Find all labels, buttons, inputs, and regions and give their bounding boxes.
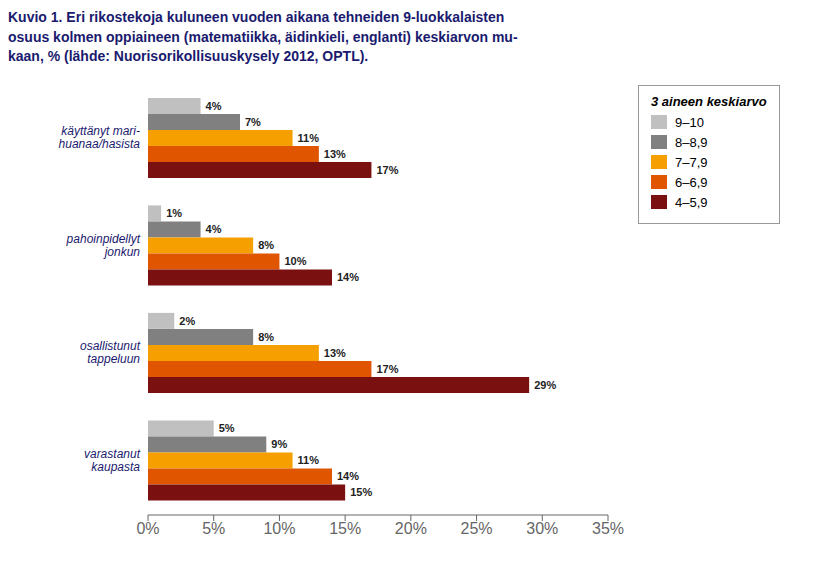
- svg-text:8%: 8%: [258, 331, 274, 343]
- svg-text:5%: 5%: [219, 422, 235, 434]
- html-text:3 aineen keskiarvo: 3 aineen keskiarvo: [651, 93, 767, 109]
- svg-text:8%: 8%: [258, 239, 274, 251]
- svg-text:10%: 10%: [263, 520, 295, 537]
- svg-text:5%: 5%: [202, 520, 225, 537]
- html-text:7–7,9: 7–7,9: [675, 154, 708, 170]
- svg-text:0%: 0%: [136, 520, 159, 537]
- svg-text:11%: 11%: [298, 132, 320, 144]
- svg-text:4%: 4%: [206, 100, 222, 112]
- svg-text:11%: 11%: [298, 454, 320, 466]
- html-text:9–10: 9–10: [675, 114, 704, 130]
- svg-text:17%: 17%: [376, 363, 398, 375]
- svg-text:1%: 1%: [166, 207, 182, 219]
- svg-text:9%: 9%: [271, 438, 287, 450]
- html-text:Kuvio 1. Eri rikostekoja kulun: Kuvio 1. Eri rikostekoja kuluneen vuoden…: [8, 9, 505, 25]
- svg-text:10%: 10%: [284, 255, 306, 267]
- svg-text:29%: 29%: [534, 379, 556, 391]
- svg-text:15%: 15%: [329, 520, 361, 537]
- html-text:8–8,9: 8–8,9: [675, 134, 708, 150]
- html-text:osuus kolmen oppiaineen (matem: osuus kolmen oppiaineen (matematiikka, ä…: [8, 28, 518, 45]
- svg-text:14%: 14%: [337, 470, 359, 482]
- svg-text:17%: 17%: [376, 164, 398, 176]
- svg-text:30%: 30%: [526, 520, 558, 537]
- svg-text:pahoinpidellytjonkun: pahoinpidellytjonkun: [66, 232, 141, 259]
- svg-text:4%: 4%: [206, 223, 222, 235]
- svg-text:2%: 2%: [179, 315, 195, 327]
- svg-text:käyttänyt mari-huanaa/hasista: käyttänyt mari-huanaa/hasista: [59, 124, 141, 151]
- svg-text:25%: 25%: [461, 520, 493, 537]
- html-text:4–5,9: 4–5,9: [675, 194, 708, 210]
- html-text:kaan, % (lähde: Nuorisorikolli: kaan, % (lähde: Nuorisorikollisuuskysely…: [8, 48, 369, 65]
- svg-text:osallistunuttappeluun: osallistunuttappeluun: [80, 339, 141, 366]
- svg-text:7%: 7%: [245, 116, 261, 128]
- svg-text:15%: 15%: [350, 486, 372, 498]
- svg-text:35%: 35%: [592, 520, 624, 537]
- svg-text:13%: 13%: [324, 148, 346, 160]
- svg-text:varastanutkaupasta: varastanutkaupasta: [84, 447, 141, 474]
- html-text:6–6,9: 6–6,9: [675, 174, 708, 190]
- svg-text:20%: 20%: [395, 520, 427, 537]
- svg-text:13%: 13%: [324, 347, 346, 359]
- svg-text:14%: 14%: [337, 271, 359, 283]
